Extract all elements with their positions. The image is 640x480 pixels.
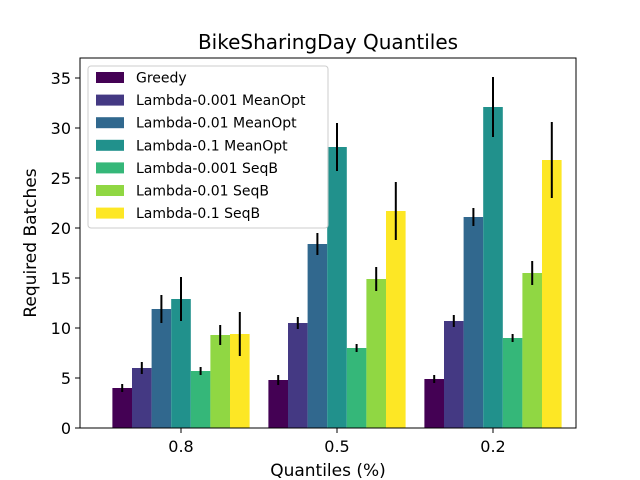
legend-label: Lambda-0.001 MeanOpt bbox=[136, 93, 306, 109]
x-tick-label: 0.2 bbox=[480, 437, 505, 456]
legend-swatch bbox=[96, 139, 124, 151]
bar-lambda-0-1-meanopt-0.2 bbox=[483, 107, 503, 428]
legend-box bbox=[87, 65, 329, 229]
x-axis-label: Quantiles (%) bbox=[270, 461, 386, 480]
x-axis: 0.8 0.5 0.2 bbox=[168, 428, 506, 456]
bar-lambda-0-01-seqb-0.2 bbox=[522, 273, 542, 428]
bar-lambda-0-01-meanopt-0.2 bbox=[463, 217, 484, 428]
axes-frame bbox=[79, 57, 577, 429]
y-tick-label: 0 bbox=[61, 419, 71, 438]
bar-lambda-0-1-meanopt-0.8 bbox=[171, 299, 191, 428]
legend-swatch bbox=[96, 207, 124, 219]
bar-lambda-0-1-seqb-0.8 bbox=[230, 334, 250, 428]
bar-lambda-0-001-meanopt-0.5 bbox=[288, 323, 308, 428]
bar-lambda-0-001-seqb-0.8 bbox=[190, 371, 211, 428]
y-tick-label: 20 bbox=[51, 219, 71, 238]
y-axis-label: Required Batches bbox=[21, 168, 41, 317]
legend-label: Lambda-0.01 SeqB bbox=[136, 184, 269, 200]
bar-lambda-0-001-meanopt-0.2 bbox=[444, 321, 464, 428]
y-axis: 0 5 10 15 20 25 30 35 bbox=[51, 69, 80, 438]
bar-lambda-0-01-seqb-0.8 bbox=[210, 335, 230, 428]
bar-lambda-0-01-meanopt-0.5 bbox=[307, 244, 328, 428]
bar-greedy-0.8 bbox=[112, 388, 132, 428]
legend-swatch bbox=[96, 162, 124, 174]
legend-label: Greedy bbox=[136, 71, 187, 87]
chart-title: BikeSharingDay Quantiles bbox=[198, 30, 458, 54]
y-tick-label: 25 bbox=[51, 169, 71, 188]
bar-lambda-0-001-meanopt-0.8 bbox=[132, 368, 152, 428]
bar-greedy-0.2 bbox=[424, 379, 444, 428]
bar-lambda-0-001-seqb-0.5 bbox=[346, 348, 367, 428]
bar-lambda-0-001-seqb-0.2 bbox=[502, 338, 523, 428]
legend-swatch bbox=[96, 185, 124, 196]
bar-lambda-0-01-seqb-0.5 bbox=[366, 279, 386, 428]
error-bars-group bbox=[121, 77, 553, 392]
legend-label: Lambda-0.001 SeqB bbox=[136, 161, 278, 177]
bar-lambda-0-01-meanopt-0.8 bbox=[151, 309, 172, 428]
legend: Greedy Lambda-0.001 MeanOpt Lambda-0.01 Me… bbox=[87, 65, 329, 229]
bar-lambda-0-1-meanopt-0.5 bbox=[327, 147, 347, 428]
legend-swatch bbox=[96, 117, 124, 129]
y-tick-label: 15 bbox=[51, 269, 71, 288]
y-tick-label: 35 bbox=[51, 69, 71, 88]
legend-swatch bbox=[96, 72, 124, 83]
legend-swatch bbox=[96, 94, 124, 106]
legend-label: Lambda-0.01 MeanOpt bbox=[136, 116, 297, 132]
x-tick-label: 0.5 bbox=[324, 437, 349, 456]
bars-group bbox=[112, 107, 562, 428]
bar-greedy-0.5 bbox=[268, 380, 288, 428]
legend-label: Lambda-0.1 MeanOpt bbox=[136, 138, 288, 154]
bar-lambda-0-1-seqb-0.5 bbox=[386, 211, 406, 428]
y-tick-label: 5 bbox=[61, 369, 71, 388]
legend-label: Lambda-0.1 SeqB bbox=[136, 206, 260, 222]
y-tick-label: 10 bbox=[51, 319, 71, 338]
bar-lambda-0-1-seqb-0.2 bbox=[542, 160, 562, 428]
x-tick-label: 0.8 bbox=[168, 437, 193, 456]
y-tick-label: 30 bbox=[51, 119, 71, 138]
